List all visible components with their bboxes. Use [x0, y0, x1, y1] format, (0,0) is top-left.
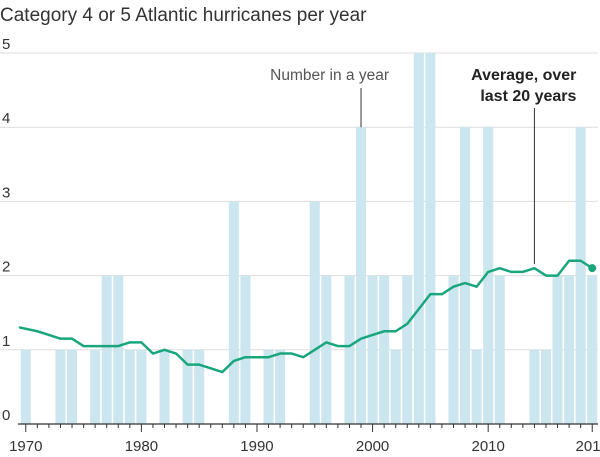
bar-2011 [494, 275, 505, 424]
average-endpoint-dot [588, 264, 597, 273]
x-tick-label: 1980 [125, 438, 158, 455]
bar-1978 [113, 275, 124, 424]
bar-2007 [448, 275, 459, 424]
x-tick-label: 1990 [240, 438, 273, 455]
bar-1998 [344, 275, 355, 424]
bar-2016 [552, 275, 563, 424]
bar-1970 [20, 349, 31, 424]
bar-1974 [66, 349, 78, 424]
bar-1980 [136, 349, 147, 424]
annotations: Number in a year Average, over last 20 yea… [270, 67, 577, 265]
y-tick-label: 5 [2, 36, 10, 53]
bar-1988 [228, 201, 239, 424]
average-line [18, 259, 594, 374]
y-tick-label: 4 [2, 110, 10, 127]
x-tick-label: 2000 [356, 438, 389, 455]
bar-2005 [425, 53, 436, 424]
bar-2019 [587, 275, 598, 424]
bar-2017 [564, 275, 575, 424]
bar-2000 [367, 275, 378, 424]
y-tick-label: 2 [2, 259, 10, 276]
bar-2009 [471, 349, 482, 424]
chart-title: Category 4 or 5 Atlantic hurricanes per … [0, 5, 367, 26]
bar-2003 [402, 275, 413, 424]
bar-1996 [321, 275, 332, 424]
bar-1976 [90, 349, 101, 424]
x-tick-label: 2010 [471, 438, 504, 455]
bar-1977 [101, 275, 112, 424]
bars-layer [20, 53, 598, 424]
annotation-average-line-1: Average, over [471, 67, 576, 84]
bar-1992 [275, 349, 286, 424]
y-tick-label: 0 [2, 407, 10, 424]
bar-2015 [540, 349, 552, 424]
y-tick-label: 1 [2, 333, 10, 350]
bar-1991 [263, 349, 274, 424]
x-axis: 1970 1980 1990 2000 2010 2019 [9, 423, 600, 455]
x-tick-label: 1970 [9, 438, 42, 455]
bar-2018 [575, 127, 586, 424]
y-tick-label: 3 [2, 184, 10, 201]
bar-2004 [413, 53, 424, 424]
annotation-average-line-2: last 20 years [480, 88, 576, 105]
bar-1984 [182, 349, 193, 424]
bar-2010 [483, 127, 494, 424]
bar-1973 [55, 349, 66, 424]
bar-2001 [379, 275, 390, 424]
bar-1995 [309, 201, 320, 424]
bar-1989 [240, 275, 251, 424]
bar-1999 [355, 127, 367, 424]
bar-2002 [390, 349, 401, 424]
bar-2014 [529, 349, 540, 424]
average-line-layer [18, 259, 597, 374]
bar-2008 [460, 127, 471, 424]
bar-1979 [124, 349, 135, 424]
x-tick-label: 2019 [576, 438, 600, 455]
bar-1982 [159, 349, 170, 424]
bar-1985 [194, 349, 205, 424]
annotation-number-in-a-year: Number in a year [270, 67, 389, 84]
